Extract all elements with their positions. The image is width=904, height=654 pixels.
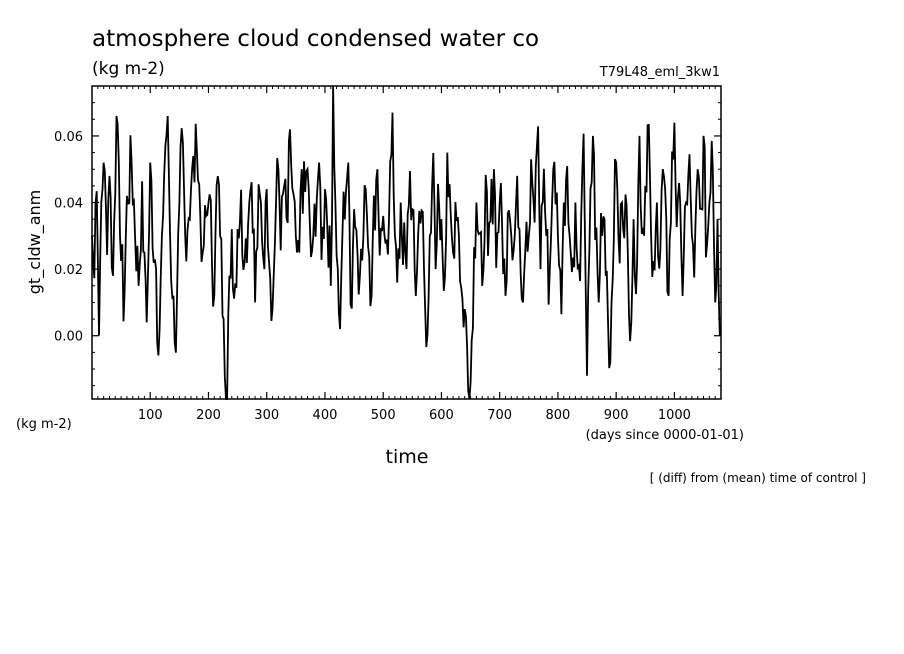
x-units-label: (days since 0000-01-01) [586,428,744,443]
x-tick-label: 400 [313,408,338,423]
y-tick-label: 0.06 [54,130,83,145]
run-label: T79L48_eml_3kw1 [599,65,720,80]
chart-title: atmosphere cloud condensed water co [92,26,539,52]
x-tick-label: 600 [429,408,454,423]
x-tick-label: 700 [487,408,512,423]
x-tick-label: 500 [371,408,396,423]
chart-note: [ (diff) from (mean) time of control ] [650,471,866,485]
x-tick-label: 200 [196,408,221,423]
x-tick-label: 800 [546,408,571,423]
x-tick-label: 1000 [658,408,691,423]
y-axis-ticks: 0.00 0.02 0.04 0.06 [54,102,721,387]
y-axis-label: gt_cldw_anm [25,190,45,294]
x-tick-label: 900 [604,408,629,423]
series-line-gt-cldw-anm [91,85,721,400]
y-tick-label: 0.04 [54,197,83,212]
x-tick-label: 300 [254,408,279,423]
x-axis-label: time [386,446,429,468]
y-tick-label: 0.02 [54,263,83,278]
units-label: (kg m-2) [92,59,165,79]
y-tick-label: 0.00 [54,330,83,345]
x-tick-label: 100 [138,408,163,423]
y-units-label: (kg m-2) [16,417,72,432]
x-axis-ticks: 100 200 300 400 500 600 700 800 900 1000 [97,86,716,423]
